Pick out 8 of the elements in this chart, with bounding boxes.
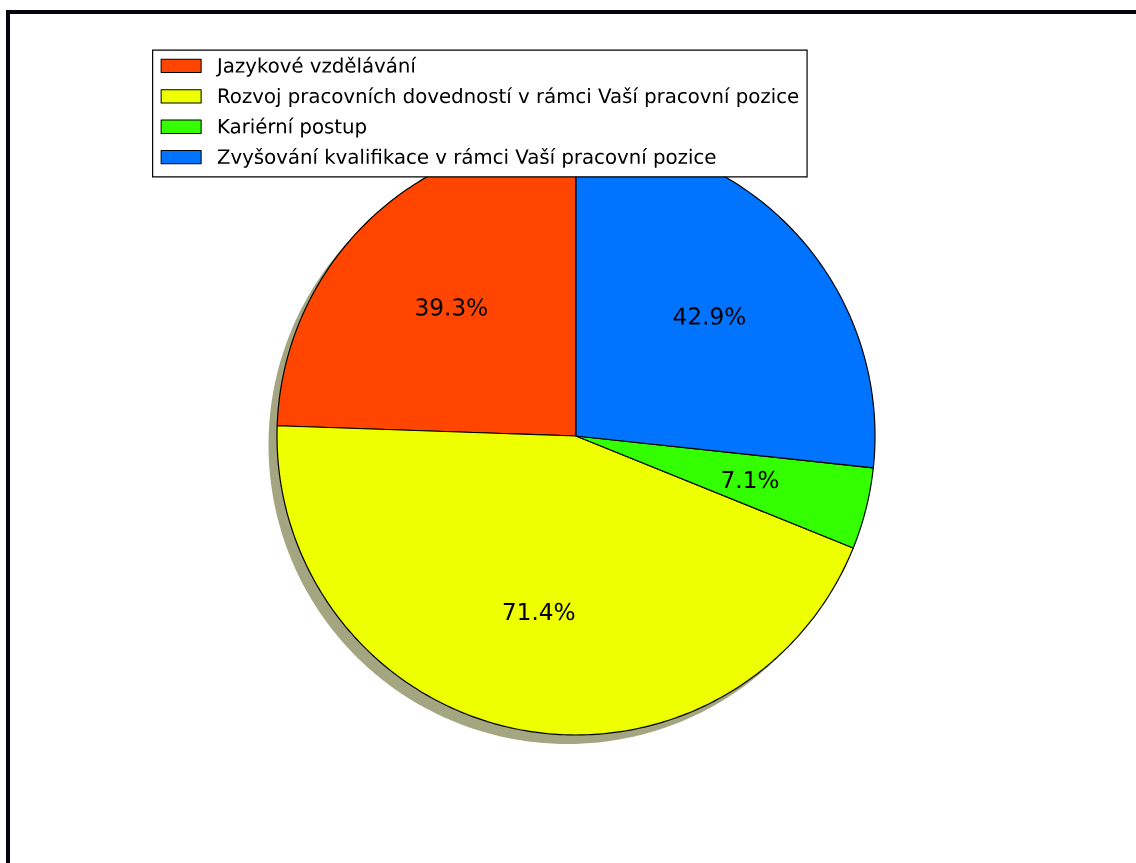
data-label: 42.9%	[673, 307, 745, 325]
data-label: 7.1%	[722, 470, 779, 489]
data-label: 71.4%	[503, 602, 575, 621]
legend-label: Jazykové vzdělávání	[215, 56, 417, 77]
data-label: 39.3%	[416, 298, 487, 316]
legend-label: Zvyšování kvalifikace v rámci Vaší pracovní pozice	[217, 147, 716, 168]
legend-label: Rozvoj pracovních dovedností v rámci Vaší pracovní pozice	[218, 87, 799, 108]
legend-label: Kariérní postup	[218, 117, 366, 138]
